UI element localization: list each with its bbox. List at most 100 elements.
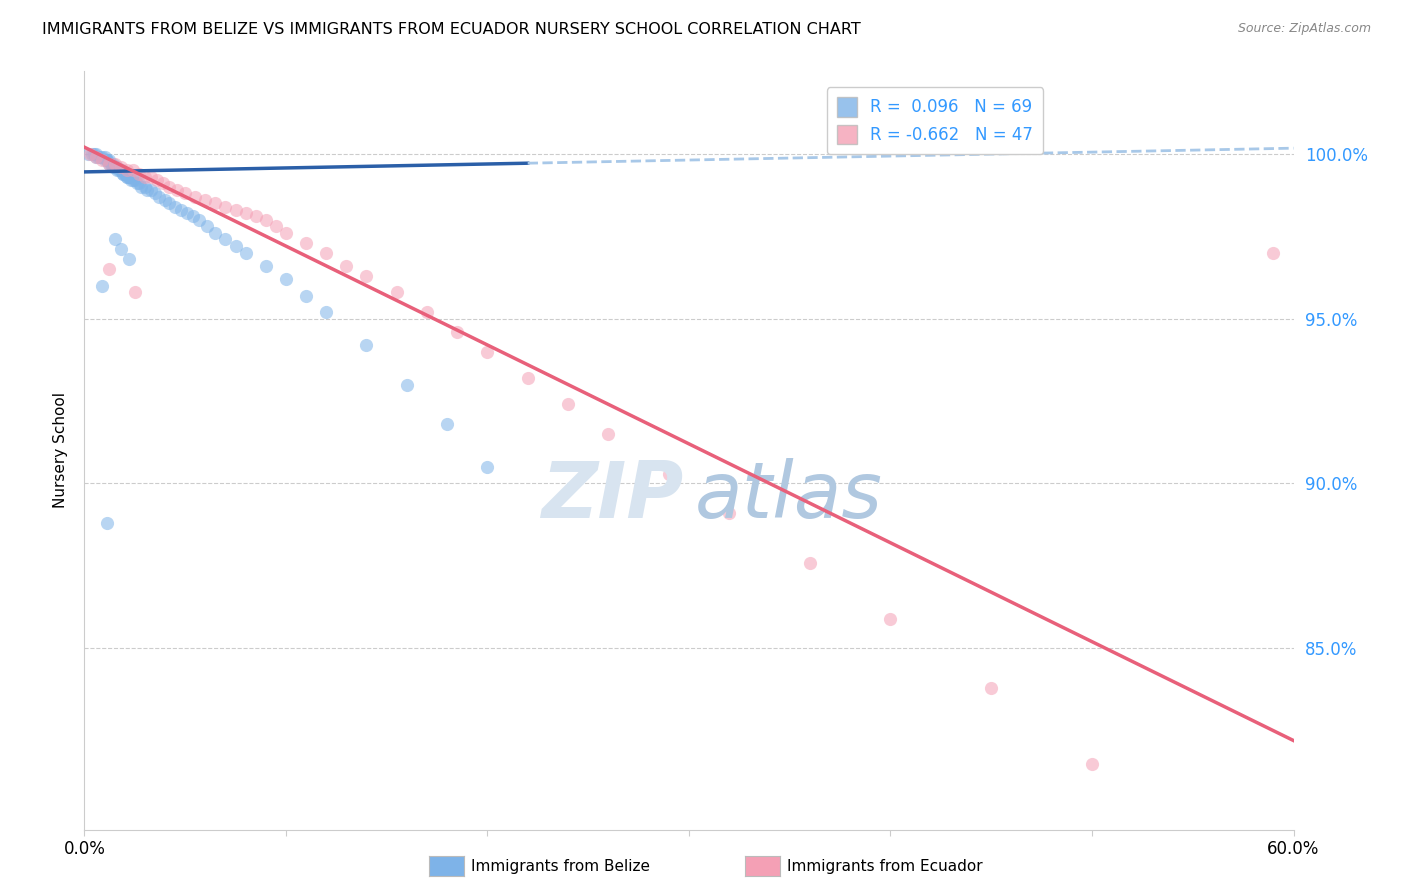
Point [264,219,287,234]
Text: Immigrants from Belize: Immigrants from Belize [471,859,650,873]
Point [83,146,105,161]
Point [134,179,156,194]
Point [416,305,439,319]
Point [516,371,538,385]
Point [91,278,114,293]
Point [101,156,124,170]
Point [87,150,110,164]
Text: atlas: atlas [695,458,883,534]
Point [1181,838,1204,853]
Point [395,377,418,392]
Point [120,173,142,187]
Point [204,226,226,240]
Point [166,183,188,197]
Point [274,272,297,286]
Point [146,173,169,187]
Point [194,193,217,207]
Point [254,259,277,273]
Point [436,417,458,431]
Point [295,235,318,250]
Point [174,186,197,201]
Point [101,160,124,174]
Point [335,259,357,273]
Point [97,156,120,170]
Point [980,681,1002,695]
Point [128,167,150,181]
Point [86,150,108,164]
Point [118,169,141,184]
Point [105,163,128,178]
Point [157,196,180,211]
Point [165,200,187,214]
Text: Source: ZipAtlas.com: Source: ZipAtlas.com [1237,22,1371,36]
Point [111,167,134,181]
Point [139,183,162,197]
Point [135,183,157,197]
Point [96,153,118,168]
Point [129,179,152,194]
Y-axis label: Nursery School: Nursery School [53,392,69,508]
Point [181,210,204,224]
Point [110,243,132,257]
Point [96,153,118,168]
Point [86,146,108,161]
Point [315,305,337,319]
Point [114,167,136,181]
Point [356,338,378,352]
Point [188,212,211,227]
Point [100,156,122,170]
Point [598,427,620,442]
Point [235,245,257,260]
Point [91,150,114,164]
Point [82,146,104,161]
Point [225,202,247,217]
Point [111,167,134,181]
Point [89,150,111,164]
Point [86,150,108,164]
Point [100,156,122,170]
Point [110,160,132,174]
Point [121,173,143,187]
Point [557,397,579,411]
Point [124,285,146,300]
Point [114,167,136,181]
Point [115,169,138,184]
Text: ZIP: ZIP [541,458,683,534]
Point [446,325,468,339]
Point [477,344,499,359]
Point [235,206,257,220]
Point [718,506,741,520]
Point [170,202,193,217]
Point [204,196,226,211]
Point [118,169,141,184]
Point [184,189,207,203]
Point [356,268,378,283]
Point [104,160,127,174]
Point [195,219,218,234]
Point [148,189,170,203]
Point [139,169,162,184]
Legend: R =  0.096   N = 69, R = -0.662   N = 47: R = 0.096 N = 69, R = -0.662 N = 47 [827,87,1043,154]
Point [107,163,129,178]
Point [134,169,156,184]
Point [125,177,148,191]
Point [315,245,337,260]
Point [104,232,127,246]
Point [1081,756,1104,771]
Point [104,156,127,170]
Point [118,252,141,267]
Point [274,226,297,240]
Point [115,163,138,178]
Point [93,153,115,168]
Point [128,177,150,191]
Point [77,146,100,161]
Point [104,160,127,174]
Point [658,467,681,481]
Point [121,163,143,178]
Point [214,200,236,214]
Point [153,193,176,207]
Point [124,173,146,187]
Point [214,232,236,246]
Point [143,186,166,201]
Point [97,262,120,277]
